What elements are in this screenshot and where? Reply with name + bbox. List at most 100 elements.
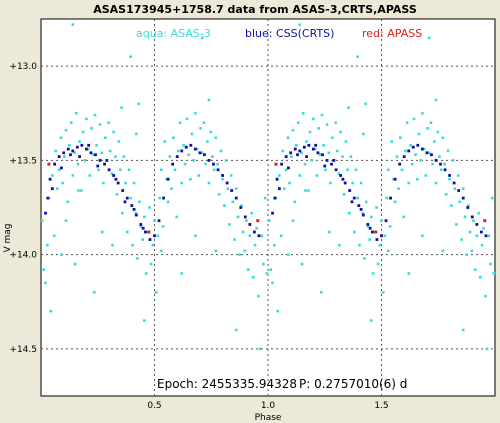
data-point (347, 106, 350, 109)
data-point (375, 206, 378, 209)
data-point (318, 153, 322, 157)
data-point (49, 309, 53, 313)
data-point (395, 155, 399, 158)
data-point (324, 168, 327, 172)
data-point (422, 147, 426, 151)
data-point (429, 121, 433, 124)
data-point (163, 140, 167, 143)
data-point (453, 187, 457, 190)
data-point (47, 162, 51, 166)
data-point (234, 328, 238, 332)
data-point (149, 262, 153, 266)
data-point (206, 140, 209, 143)
data-point (283, 187, 286, 190)
data-point (399, 136, 402, 140)
data-point (64, 219, 68, 222)
data-point (433, 140, 436, 143)
data-point (296, 153, 299, 157)
legend-asas3: aqua: ASAS-3 (136, 27, 211, 40)
data-point (100, 151, 104, 155)
data-point (347, 211, 351, 215)
data-point (359, 181, 363, 185)
data-point (339, 174, 343, 177)
data-point (289, 151, 293, 155)
data-point (278, 174, 281, 177)
data-point (102, 181, 105, 185)
data-point (147, 230, 151, 234)
data-point (487, 234, 491, 238)
data-point (103, 136, 107, 140)
data-point (335, 149, 339, 153)
data-point (470, 215, 474, 219)
data-point (389, 196, 392, 200)
data-point (62, 151, 66, 155)
data-point (489, 262, 492, 266)
data-point (162, 196, 165, 200)
data-point (61, 181, 64, 185)
grid-lines (41, 19, 495, 396)
data-point (388, 225, 392, 228)
data-point (298, 23, 302, 26)
data-point (131, 243, 134, 247)
data-point (112, 174, 116, 177)
data-point (127, 168, 131, 172)
data-point (402, 215, 406, 219)
data-point (175, 215, 179, 219)
data-point (362, 132, 365, 136)
data-point (302, 145, 306, 149)
data-point (387, 249, 390, 253)
data-point (252, 230, 256, 234)
data-point (443, 162, 446, 166)
data-point (265, 272, 269, 275)
data-point (448, 174, 451, 177)
data-point (352, 196, 356, 200)
data-point (460, 238, 463, 241)
data-point (91, 153, 95, 157)
data-point (305, 140, 308, 143)
data-point (382, 291, 385, 294)
data-point (361, 211, 365, 215)
data-point (291, 128, 295, 132)
data-point (42, 268, 46, 272)
data-point (86, 147, 90, 151)
data-point (298, 174, 302, 177)
data-point (330, 136, 334, 140)
data-point (202, 121, 206, 124)
data-point (301, 111, 305, 115)
data-point (71, 149, 75, 153)
data-point (424, 174, 428, 177)
data-point (192, 159, 196, 162)
data-point (321, 153, 324, 157)
data-point (288, 181, 291, 185)
data-point (89, 151, 93, 155)
data-point (439, 168, 443, 172)
data-point (304, 189, 307, 192)
data-point (88, 174, 92, 177)
data-point (271, 211, 274, 215)
data-point (271, 281, 274, 285)
data-point (342, 193, 346, 196)
data-point (73, 262, 77, 266)
data-point (187, 153, 190, 157)
data-point (125, 196, 129, 200)
data-point (477, 211, 480, 215)
data-point (371, 272, 375, 275)
data-point (472, 219, 475, 222)
data-point (295, 143, 298, 147)
data-point (148, 206, 151, 209)
data-point (375, 238, 379, 241)
data-point (293, 147, 297, 151)
data-points (40, 23, 496, 351)
data-point (250, 211, 253, 215)
data-point (221, 177, 224, 181)
data-point (404, 149, 407, 153)
data-point (52, 234, 56, 238)
data-point (180, 272, 184, 275)
data-point (183, 162, 187, 166)
data-point (155, 291, 158, 294)
data-point (66, 200, 70, 204)
data-point (122, 155, 126, 158)
data-point (59, 136, 63, 140)
data-point (156, 234, 160, 238)
